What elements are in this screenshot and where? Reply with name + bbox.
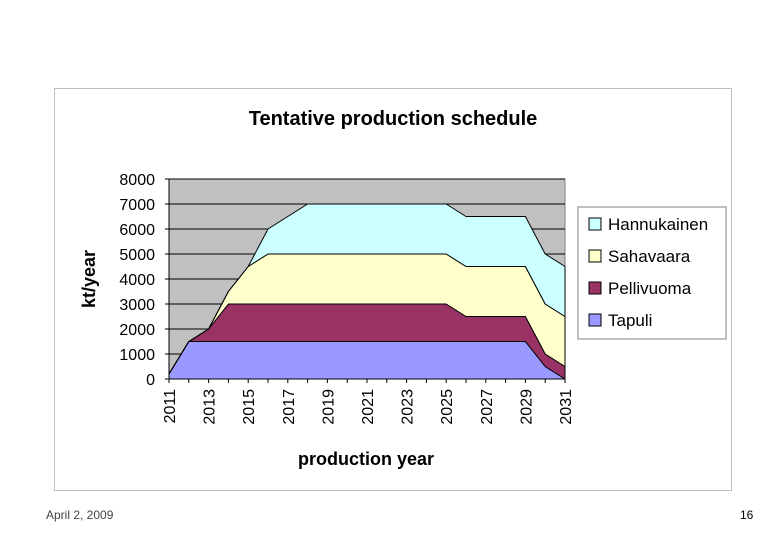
page-number: 16 bbox=[740, 508, 754, 522]
legend-label-sahavaara: Sahavaara bbox=[608, 247, 691, 266]
series-areas bbox=[168, 203, 566, 380]
y-tick-label: 5000 bbox=[119, 247, 155, 264]
legend-box bbox=[577, 206, 727, 340]
legend: Hannukainen Sahavaara Pellivuoma Tapuli bbox=[577, 206, 727, 340]
y-tick-label: 0 bbox=[146, 372, 155, 389]
legend-label-pellivuoma: Pellivuoma bbox=[608, 279, 692, 298]
stacked-area-chart: Tentative production schedule 0 1000 2000 3… bbox=[79, 108, 727, 469]
x-tick-label: 2023 bbox=[400, 389, 417, 425]
y-tick-label: 4000 bbox=[119, 272, 155, 289]
x-tick-label: 2011 bbox=[162, 389, 179, 424]
area-tapuli bbox=[168, 341, 566, 380]
x-tick-label: 2019 bbox=[320, 389, 337, 425]
x-tick-label: 2029 bbox=[518, 389, 535, 425]
x-tick-label: 2025 bbox=[439, 389, 456, 425]
x-tick-label: 2031 bbox=[558, 389, 575, 425]
y-tick-label: 2000 bbox=[119, 322, 155, 339]
legend-label-hannukainen: Hannukainen bbox=[608, 215, 708, 234]
y-tick-label: 8000 bbox=[119, 172, 155, 189]
x-axis: 2011 2013 2015 2017 2019 2021 2023 2025 2027 2029… bbox=[162, 378, 575, 425]
x-axis-label: production year bbox=[298, 449, 434, 469]
chart-title: Tentative production schedule bbox=[249, 108, 538, 130]
legend-swatch-tapuli bbox=[588, 313, 602, 327]
y-tick-label: 6000 bbox=[119, 222, 155, 239]
x-tick-label: 2015 bbox=[241, 389, 258, 425]
chart-frame: Tentative production schedule 0 1000 2000 3… bbox=[54, 88, 732, 491]
x-tick-label: 2021 bbox=[360, 389, 377, 425]
y-tick-label: 3000 bbox=[119, 297, 155, 314]
legend-swatch-hannukainen bbox=[588, 217, 602, 231]
x-tick-label: 2027 bbox=[479, 389, 496, 425]
area-hannukainen bbox=[168, 203, 566, 375]
legend-swatch-sahavaara bbox=[588, 249, 602, 263]
x-tick-label: 2017 bbox=[281, 389, 298, 425]
x-tick-label: 2013 bbox=[202, 389, 219, 425]
footer-date: April 2, 2009 bbox=[46, 508, 114, 522]
legend-swatch-pellivuoma bbox=[588, 281, 602, 295]
y-tick-label: 7000 bbox=[119, 197, 155, 214]
y-axis-label: kt/year bbox=[79, 250, 99, 308]
y-tick-label: 1000 bbox=[119, 347, 155, 364]
legend-label-tapuli: Tapuli bbox=[608, 311, 652, 330]
y-axis: 0 1000 2000 3000 4000 5000 6000 7000 8000 bbox=[119, 172, 170, 389]
